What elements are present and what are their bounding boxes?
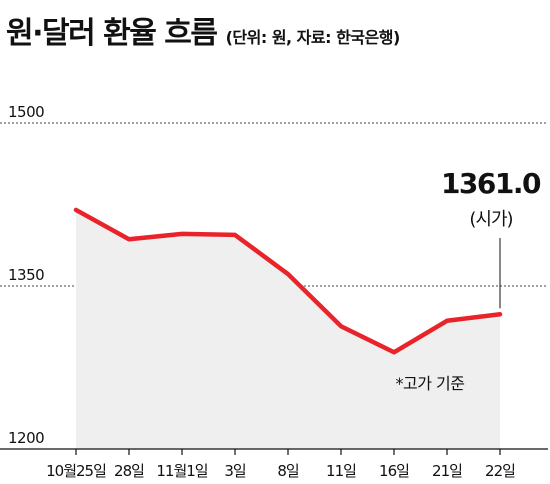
y-tick-label: 1200 — [8, 429, 44, 447]
annotation-value: 1361.0 — [441, 167, 541, 200]
y-tick-label: 1350 — [8, 266, 44, 284]
chart-title: 원·달러 환율 흐름 — [6, 16, 218, 51]
x-tick-label: 10월25일 — [46, 462, 106, 480]
x-tick-label: 28일 — [114, 462, 144, 480]
annotation-note: (시가) — [469, 209, 512, 230]
y-axis: 1200 1350 1500 — [8, 103, 45, 447]
x-tick-label: 8일 — [277, 462, 299, 480]
chart-header: 원·달러 환율 흐름 (단위: 원, 자료: 한국은행) — [6, 8, 400, 52]
x-tick-label: 22일 — [485, 462, 515, 480]
y-tick-label: 1500 — [8, 103, 44, 121]
x-tick-label: 16일 — [379, 462, 409, 480]
chart-subtitle: (단위: 원, 자료: 한국은행) — [225, 28, 401, 47]
x-axis: 10월25일 28일 11월1일 3일 8일 11일 16일 21일 22일 — [0, 209, 548, 480]
x-tick-label: 21일 — [432, 462, 462, 480]
area-fill — [76, 209, 500, 449]
footnote: *고가 기준 — [396, 374, 465, 393]
x-tick-label: 11월1일 — [156, 462, 207, 480]
x-tick-label: 11일 — [326, 462, 356, 480]
x-tick-label: 3일 — [224, 462, 246, 480]
